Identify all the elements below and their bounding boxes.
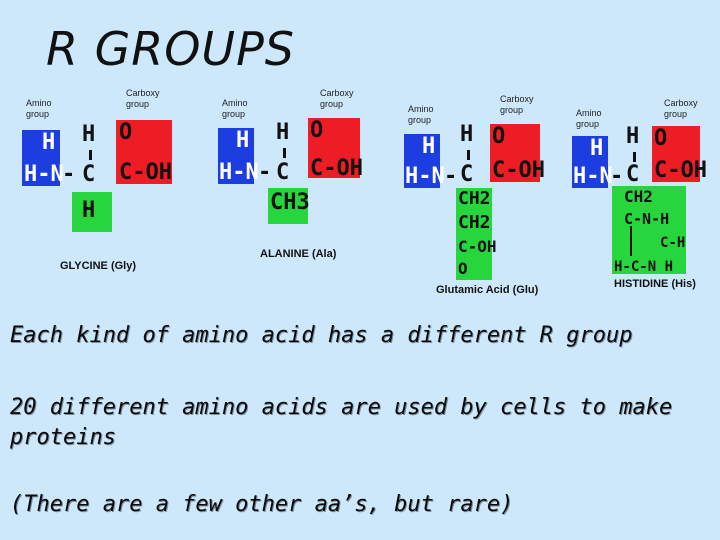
alpha-h: H bbox=[460, 122, 474, 147]
carboxy-o: O bbox=[654, 126, 668, 151]
carboxy-group-box bbox=[116, 120, 172, 184]
glutamic-acid-name: Glutamic Acid (Glu) bbox=[436, 284, 539, 296]
carboxy-label: Carboxy group bbox=[500, 94, 534, 115]
carboxy-group-box bbox=[308, 118, 360, 178]
alpha-h: H bbox=[276, 120, 290, 145]
bond-vertical bbox=[89, 150, 92, 160]
amino-h-top: H bbox=[236, 128, 250, 153]
carboxy-o: O bbox=[310, 118, 324, 143]
r-group-ch2-1: CH2 bbox=[458, 188, 491, 209]
alpha-c: C bbox=[460, 162, 474, 187]
r-group-o: O bbox=[458, 259, 468, 278]
amino-group-box bbox=[572, 136, 608, 188]
amino-label: Amino group bbox=[408, 104, 434, 125]
bond-dash: - bbox=[610, 164, 624, 189]
bond-vertical bbox=[467, 150, 470, 160]
r-group-box bbox=[72, 192, 112, 232]
amino-group-box bbox=[218, 128, 254, 184]
amino-hn: H-N bbox=[573, 164, 613, 189]
histidine-name: HISTIDINE (His) bbox=[614, 278, 696, 290]
carboxy-group-box bbox=[490, 124, 540, 182]
text-line-2: 20 different amino acids are used by cel… bbox=[10, 395, 673, 450]
carboxy-coh: C-OH bbox=[119, 160, 172, 185]
carboxy-group-box bbox=[652, 126, 700, 182]
bond-dash: - bbox=[444, 164, 458, 189]
alpha-c: C bbox=[82, 162, 96, 187]
r-group-ch3: CH3 bbox=[270, 190, 310, 215]
carboxy-o: O bbox=[119, 120, 133, 145]
histidine-structure: Amino group Carboxy group H H-N - H C O C-… bbox=[570, 80, 720, 300]
ring-bond-left bbox=[630, 226, 632, 256]
carboxy-coh: C-OH bbox=[492, 158, 545, 183]
r-group-ch2-2: CH2 bbox=[458, 212, 491, 233]
amino-h-top: H bbox=[42, 130, 56, 155]
r-group-ch: C-H bbox=[660, 235, 686, 251]
amino-h-top: H bbox=[590, 136, 604, 161]
r-group-box bbox=[612, 186, 686, 274]
amino-acid-diagram: Amino group Carboxy group H H-N - H C O C-… bbox=[0, 80, 720, 300]
carboxy-o: O bbox=[492, 124, 506, 149]
glycine-structure: Amino group Carboxy group H H-N - H C O C-… bbox=[20, 80, 200, 300]
glutamic-acid-structure: Amino group Carboxy group H H-N - H C O C-… bbox=[402, 80, 582, 300]
carboxy-coh: C-OH bbox=[654, 158, 707, 183]
carboxy-label: Carboxy group bbox=[126, 88, 160, 109]
amino-label: Amino group bbox=[576, 108, 602, 129]
amino-group-box bbox=[22, 130, 60, 186]
amino-hn: H-N bbox=[219, 160, 259, 185]
text-line-3: (There are a few other aa’s, but rare) bbox=[10, 492, 514, 517]
alpha-h: H bbox=[626, 124, 640, 149]
amino-label: Amino group bbox=[26, 98, 52, 119]
alpha-c: C bbox=[626, 162, 640, 187]
amino-group-box bbox=[404, 134, 440, 188]
alpha-c: C bbox=[276, 160, 290, 185]
bond-dash: - bbox=[62, 162, 76, 187]
amino-label: Amino group bbox=[222, 98, 248, 119]
carboxy-coh: C-OH bbox=[310, 156, 363, 181]
alpha-h: H bbox=[82, 122, 96, 147]
text-line-1: Each kind of amino acid has a different … bbox=[10, 323, 633, 348]
glycine-name: GLYCINE (Gly) bbox=[60, 260, 136, 272]
r-group-coh: C-OH bbox=[458, 237, 497, 256]
carboxy-label: Carboxy group bbox=[664, 98, 698, 119]
r-group-box bbox=[268, 188, 308, 224]
r-group-h: H bbox=[82, 198, 96, 223]
amino-h-top: H bbox=[422, 134, 436, 159]
r-group-box bbox=[456, 188, 492, 280]
carboxy-label: Carboxy group bbox=[320, 88, 354, 109]
bond-vertical bbox=[633, 152, 636, 162]
bond-vertical bbox=[283, 148, 286, 158]
amino-hn: H-N bbox=[24, 162, 64, 187]
alanine-structure: Amino group Carboxy group H H-N - H C O C-… bbox=[216, 80, 396, 300]
amino-hn: H-N bbox=[405, 164, 445, 189]
r-group-hcnh: H-C-N H bbox=[614, 259, 674, 275]
slide-title: R GROUPS bbox=[46, 22, 296, 76]
alanine-name: ALANINE (Ala) bbox=[260, 248, 337, 260]
r-group-ch2: CH2 bbox=[624, 187, 653, 206]
r-group-cnh: C-N-H bbox=[624, 210, 670, 228]
bond-dash: - bbox=[258, 160, 272, 185]
